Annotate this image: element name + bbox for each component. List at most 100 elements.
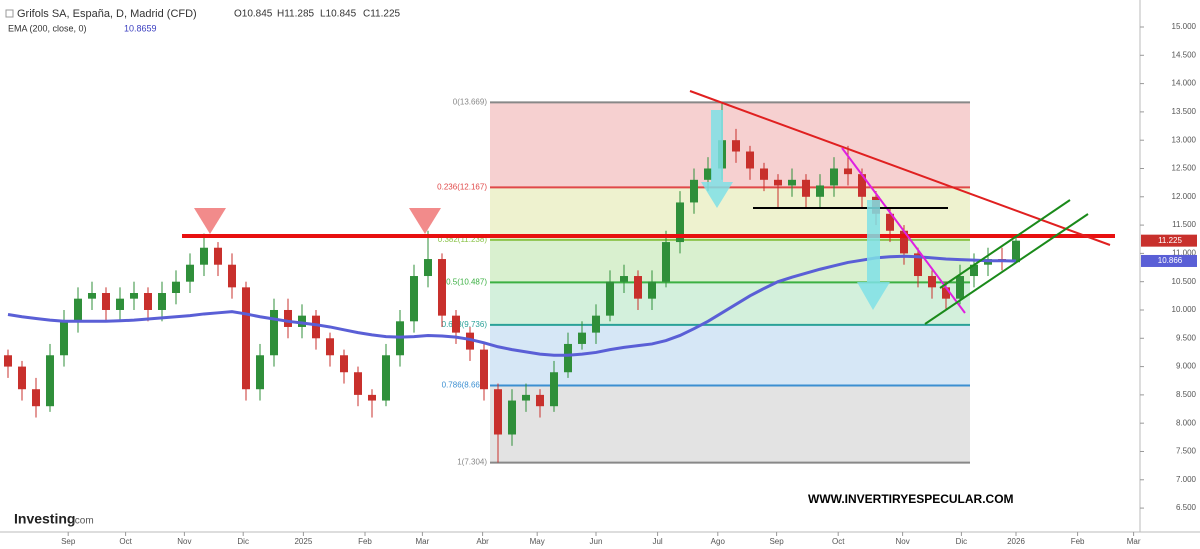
ohlc-open: O10.845 [234,9,273,20]
candle-body [773,179,782,186]
candle-body [759,168,768,180]
candle-body [199,247,208,265]
candle-body [619,276,628,282]
marker-triangle [194,208,226,234]
y-tick-label: 8.000 [1176,418,1197,427]
candle-body [115,298,124,310]
candle-body [3,355,12,367]
candle-body [17,366,26,390]
fib-label: 0.786(8.666) [442,381,488,390]
channel-line [924,213,1089,325]
y-tick-label: 14.000 [1172,79,1197,88]
x-tick-label: 2025 [294,537,312,546]
candle-body [689,179,698,203]
y-tick-label: 7.000 [1176,475,1197,484]
candle-body [367,394,376,401]
candle-body [633,276,642,299]
collapse-icon[interactable] [5,9,14,18]
candle-body [577,332,586,344]
candle-body [325,338,334,356]
x-tick-label: Abr [476,537,489,546]
y-tick-label: 11.500 [1172,220,1196,229]
candle-body [339,355,348,373]
price-tag-label: 10.866 [1158,256,1183,265]
candle-body [45,355,54,407]
fib-zone [490,239,970,283]
price-tag-label: 11.225 [1158,236,1182,245]
y-tick-label: 9.000 [1176,362,1197,371]
x-tick-label: Sep [769,537,784,546]
x-tick-label: Mar [1127,537,1141,546]
candle-body [928,276,937,288]
fib-zone [490,282,970,325]
candle-body [605,281,614,316]
candle-body [297,315,306,327]
candle-body [535,394,544,407]
candle-body [1012,240,1021,263]
fib-zone [490,385,970,463]
candle-body [479,349,488,390]
candle-body [521,394,530,401]
candle-body [815,185,824,197]
x-tick-label: Jun [590,537,603,546]
candle-body [241,287,250,390]
candle-body [787,179,796,186]
marker-triangle [409,208,441,234]
candle-body [101,293,110,310]
indicator-value: 10.8659 [124,23,157,33]
y-tick-label: 10.500 [1172,277,1197,286]
candle-body [647,281,656,299]
x-tick-label: Jul [652,537,662,546]
ohlc-close: C11.225 [363,9,401,20]
fib-zones [490,102,970,463]
candle-body [507,400,516,435]
arrow-down [857,200,890,310]
candle-body [731,140,740,152]
candle-body [858,174,867,197]
ema-line [7,254,1017,357]
fib-label: 0.5(10.487) [446,278,487,287]
candle-body [255,355,264,390]
watermark: WWW.INVERTIRYESPECULAR.COM [808,492,1014,506]
y-tick-label: 9.500 [1176,333,1197,342]
candle-body [451,315,460,333]
candle-body [129,293,138,299]
fib-label: 0.382(11.238) [438,235,488,244]
candle-body [886,213,895,231]
candle-body [353,372,362,395]
candle-body [843,168,852,175]
x-tick-label: Oct [832,537,845,546]
candle-body [437,259,446,316]
candle-body [801,179,810,197]
y-tick-label: 14.500 [1172,50,1197,59]
y-tick-label: 6.500 [1176,503,1197,512]
brand-suffix: .com [72,516,94,527]
x-tick-label: Sep [61,537,76,546]
ohlc-low: L10.845 [320,9,357,20]
candle-body [563,343,572,373]
y-tick-label: 10.000 [1172,305,1197,314]
fib-label: 1(7.304) [457,458,487,467]
candle-body [87,293,96,299]
x-tick-label: Ago [711,537,726,546]
y-tick-label: 12.500 [1172,164,1197,173]
candle-body [157,293,166,310]
price-tag [1141,234,1197,247]
candle-body [549,372,558,407]
channel-line [939,199,1071,289]
ohlc-high: H11.285 [277,9,315,20]
candle-body [493,389,502,435]
fib-label: 0(13.669) [453,97,488,106]
x-tick-label: Nov [177,537,191,546]
brand: Investing [14,511,75,527]
candle-body [942,287,951,299]
fib-zone [490,187,970,240]
annotations [182,90,1115,325]
y-tick-label: 15.000 [1172,22,1197,31]
candle-body [661,242,670,282]
candle-body [423,259,432,277]
arrow-down [701,110,733,208]
x-tick-label: Dic [956,537,968,546]
candle-body [956,276,965,299]
